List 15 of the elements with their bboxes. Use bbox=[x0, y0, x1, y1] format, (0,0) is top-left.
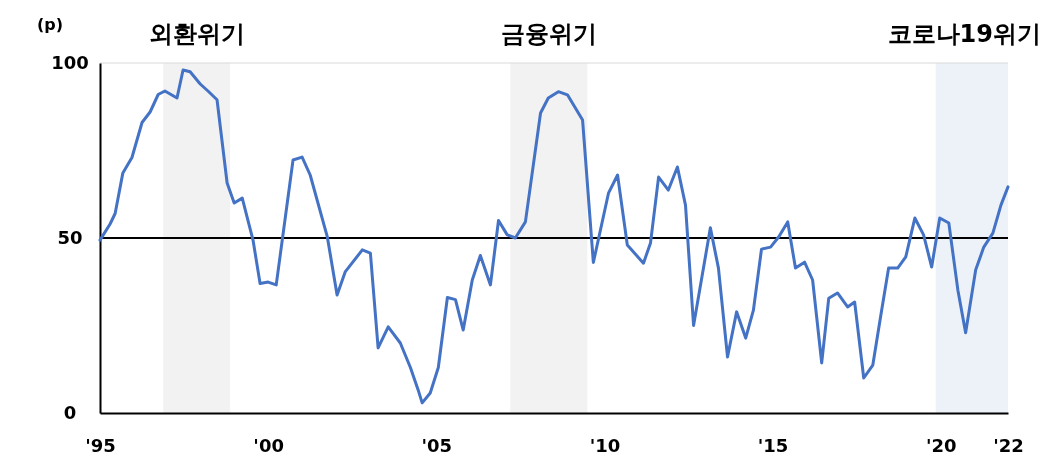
band-label: 코로나19위기 bbox=[887, 20, 1041, 48]
y-tick-label: 100 bbox=[51, 52, 89, 74]
x-tick-label: '20 bbox=[925, 434, 957, 456]
y-tick-label: 0 bbox=[63, 402, 77, 424]
x-tick-label: '05 bbox=[421, 434, 453, 456]
band-label: 금융위기 bbox=[500, 20, 597, 48]
y-axis-title: (p) bbox=[36, 15, 64, 34]
y-tick-label: 50 bbox=[57, 227, 83, 249]
x-tick-label: '15 bbox=[757, 434, 789, 456]
x-tick-label: '10 bbox=[589, 434, 621, 456]
x-tick-label: '00 bbox=[253, 434, 284, 456]
x-tick-label: '95 bbox=[85, 434, 116, 456]
line-series bbox=[98, 68, 1010, 405]
x-tick-label: '22 bbox=[993, 434, 1024, 456]
band-label: 외환위기 bbox=[148, 20, 245, 48]
